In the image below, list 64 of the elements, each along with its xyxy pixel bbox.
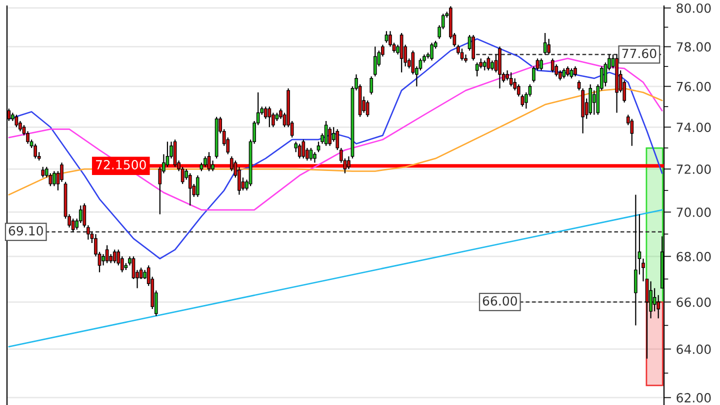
y-tick-label: 68.00 [676,252,711,262]
candlestick [475,62,479,77]
candlestick [112,249,116,264]
candlestick [264,106,268,120]
line-series [8,38,663,260]
line-series [8,58,663,211]
candlestick [366,100,370,118]
ref-line-label: 72.1500 [96,160,146,170]
y-tick-label: 72.00 [676,164,711,174]
candlestick [196,174,200,198]
y-tick-label: 64.00 [676,344,711,354]
y-tick-label: 66.00 [676,297,711,307]
y-tick-label: 74.00 [676,122,711,132]
candlestick [543,32,547,56]
candlestick [566,66,570,77]
candlestick [418,58,422,71]
candlestick [211,160,214,172]
ref-line-label: 66.00 [482,296,517,306]
candlestick [574,66,577,77]
candlestick [347,156,350,170]
candlestick [472,34,475,62]
candlestick [630,118,634,146]
candlestick [570,68,574,79]
candlestick [71,218,75,232]
candlestick [207,152,211,172]
candlestick [313,152,316,164]
candlestick [540,58,543,71]
candlestick [102,254,105,266]
candlestick [109,254,113,264]
y-tick-label: 62.00 [676,393,711,403]
candlestick [370,76,374,96]
candlestick [562,68,566,79]
y-tick-label: 78.00 [676,42,711,52]
candlestick [302,139,306,160]
ref-line-label: 77.60 [622,48,656,58]
candlestick [298,143,302,160]
candlestick [143,269,146,280]
candlestick [48,172,52,187]
y-tick-label: 80.00 [676,3,711,13]
candlestick [204,156,207,168]
candlestick [52,170,56,187]
candlestick [592,90,596,116]
candlestick [14,114,18,128]
candlestick [550,58,554,73]
candlestick [34,143,37,160]
y-tick-label: 76.00 [676,82,711,92]
candlestick [490,60,494,71]
candlestick [41,166,45,178]
candlestick [324,120,328,146]
candlestick [460,48,464,62]
candlestick [400,32,404,73]
y-tick-label: 70.00 [676,208,711,218]
candlestick [328,126,332,146]
candlestick [486,56,490,71]
candlestick [430,42,434,62]
candlestick [652,288,656,312]
ref-line-label: 69.10 [8,226,43,236]
candlestick [384,30,388,44]
candlestick [309,147,313,162]
candlestick [482,60,486,71]
candlestick [188,172,192,206]
candlestick [634,194,638,326]
candlestick [373,46,377,77]
candlestick [547,38,551,56]
